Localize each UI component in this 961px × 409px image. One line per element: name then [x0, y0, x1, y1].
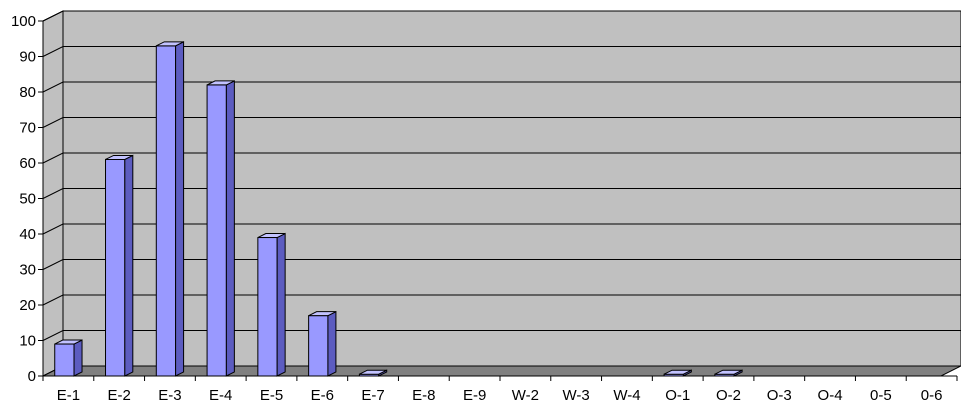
y-tick-label: 50: [19, 191, 36, 208]
x-tick-label: E-3: [158, 387, 181, 404]
x-tick-label: 0-5: [870, 387, 892, 404]
y-tick-label: 70: [19, 120, 36, 137]
x-tick-label: W-4: [613, 387, 640, 404]
bar-side-E-3: [175, 41, 185, 377]
bar-side-E-5: [276, 232, 286, 377]
gridline: [42, 294, 961, 306]
bar-top-E-1: [54, 339, 83, 345]
bar-side-E-6: [327, 310, 337, 377]
bar-side-E-2: [124, 154, 134, 377]
gridline: [42, 223, 961, 235]
bar-E-6: [308, 315, 329, 377]
y-tick-label: 80: [19, 84, 36, 101]
bar-E-5: [257, 237, 278, 377]
x-tick-label: O-3: [767, 387, 792, 404]
x-tick-label: O-4: [818, 387, 843, 404]
bar-E-1: [54, 343, 75, 377]
bar-top-O-1: [663, 369, 692, 375]
gridline: [42, 117, 961, 128]
gridline: [42, 10, 961, 22]
bar-E-2: [105, 158, 126, 377]
bar-top-E-7: [359, 369, 387, 375]
x-tick-label: E-5: [260, 387, 283, 404]
y-tick-label: 60: [19, 155, 36, 172]
gridline: [42, 259, 961, 270]
bar-top-E-6: [308, 311, 337, 317]
bar-E-3: [155, 45, 177, 377]
bar-top-E-3: [156, 41, 184, 47]
bar-top-E-5: [257, 233, 286, 239]
x-tick-label: E-1: [57, 387, 80, 404]
x-tick-label: W-3: [563, 387, 590, 404]
bar-side-E-4: [225, 80, 235, 377]
y-tick-label: 0: [28, 368, 36, 385]
bars: [54, 41, 743, 377]
bar-top-O-2: [714, 369, 743, 375]
x-tick-label: E-4: [209, 387, 232, 404]
x-tick-label: E-9: [463, 387, 486, 404]
x-tick-label: E-2: [107, 387, 130, 404]
x-tick-labels: E-1 E-2 E-3 E-4 E-5 E-6 E-7 E-8 E-9 W-2 W-3 W-4 O-1 O…: [57, 387, 943, 404]
gridline: [42, 46, 961, 57]
y-tick-labels: 0 10 20 30 40 50 60 70 80 90 100: [11, 13, 36, 385]
bar-side-E-1: [73, 339, 83, 377]
x-tick-label: O-2: [716, 387, 741, 404]
x-tick-label: O-1: [665, 387, 690, 404]
bar-top-E-4: [206, 80, 235, 86]
x-tick-label: W-2: [512, 387, 539, 404]
y-tick-label: 40: [19, 226, 36, 243]
gridline: [42, 81, 961, 93]
y-tick-label: 100: [11, 13, 36, 30]
y-tick-label: 90: [19, 49, 36, 66]
gridline: [42, 330, 961, 341]
gridline: [42, 188, 961, 199]
axes: [38, 20, 958, 381]
gridlines: [42, 10, 961, 341]
bar-top-E-2: [105, 154, 134, 160]
y-tick-label: 30: [19, 262, 36, 279]
x-tick-label: 0-6: [921, 387, 943, 404]
gridline: [42, 152, 961, 164]
y-tick-label: 10: [19, 333, 36, 350]
x-tick-label: E-7: [361, 387, 384, 404]
x-tick-label: E-6: [311, 387, 334, 404]
x-tick-label: E-8: [412, 387, 435, 404]
y-tick-label: 20: [19, 297, 36, 314]
bar-E-4: [206, 84, 227, 377]
